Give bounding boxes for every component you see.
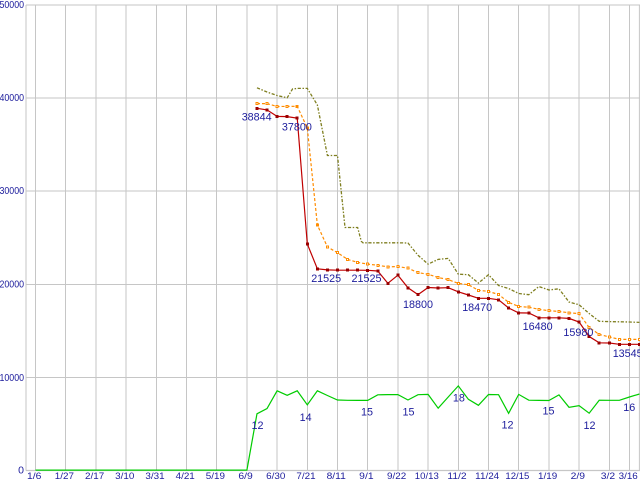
- svg-text:3/31: 3/31: [145, 471, 164, 480]
- svg-text:11/2: 11/2: [447, 471, 466, 480]
- svg-text:14: 14: [300, 412, 312, 424]
- svg-text:30000: 30000: [0, 185, 24, 197]
- svg-text:3/2: 3/2: [601, 471, 615, 480]
- svg-text:21525: 21525: [352, 273, 382, 285]
- svg-text:6/30: 6/30: [266, 471, 285, 480]
- svg-text:7/21: 7/21: [296, 471, 315, 480]
- svg-text:15: 15: [403, 407, 415, 419]
- svg-text:18800: 18800: [403, 299, 433, 311]
- svg-text:18: 18: [453, 393, 465, 405]
- svg-text:50000: 50000: [0, 0, 24, 11]
- svg-text:12: 12: [502, 420, 514, 432]
- svg-text:15: 15: [543, 406, 555, 418]
- svg-text:13545: 13545: [613, 348, 640, 360]
- svg-text:2/17: 2/17: [85, 471, 104, 480]
- svg-text:9/22: 9/22: [387, 471, 406, 480]
- svg-text:37800: 37800: [282, 122, 312, 134]
- svg-text:2/9: 2/9: [571, 471, 585, 480]
- svg-text:16: 16: [623, 402, 635, 414]
- svg-text:15: 15: [361, 407, 373, 419]
- svg-text:12: 12: [584, 420, 596, 432]
- svg-text:18470: 18470: [462, 302, 492, 314]
- svg-text:1/19: 1/19: [538, 471, 557, 480]
- svg-text:6/9: 6/9: [238, 471, 252, 480]
- svg-text:4/21: 4/21: [176, 471, 195, 480]
- svg-text:1/27: 1/27: [55, 471, 74, 480]
- svg-text:16480: 16480: [523, 321, 553, 333]
- svg-text:3/16: 3/16: [619, 471, 638, 480]
- svg-text:8/11: 8/11: [327, 471, 346, 480]
- svg-text:1/6: 1/6: [27, 471, 41, 480]
- svg-text:9/1: 9/1: [359, 471, 373, 480]
- svg-text:38844: 38844: [242, 112, 272, 124]
- svg-text:3/10: 3/10: [115, 471, 134, 480]
- svg-text:12/15: 12/15: [505, 471, 529, 480]
- svg-text:0: 0: [18, 464, 24, 476]
- svg-text:20000: 20000: [0, 278, 24, 290]
- svg-text:10/13: 10/13: [415, 471, 439, 480]
- svg-text:40000: 40000: [0, 92, 24, 104]
- svg-text:15980: 15980: [563, 327, 593, 339]
- svg-text:5/19: 5/19: [206, 471, 225, 480]
- svg-text:12: 12: [252, 420, 264, 432]
- svg-text:10000: 10000: [0, 372, 24, 384]
- svg-text:11/24: 11/24: [475, 471, 499, 480]
- svg-text:21525: 21525: [311, 273, 341, 285]
